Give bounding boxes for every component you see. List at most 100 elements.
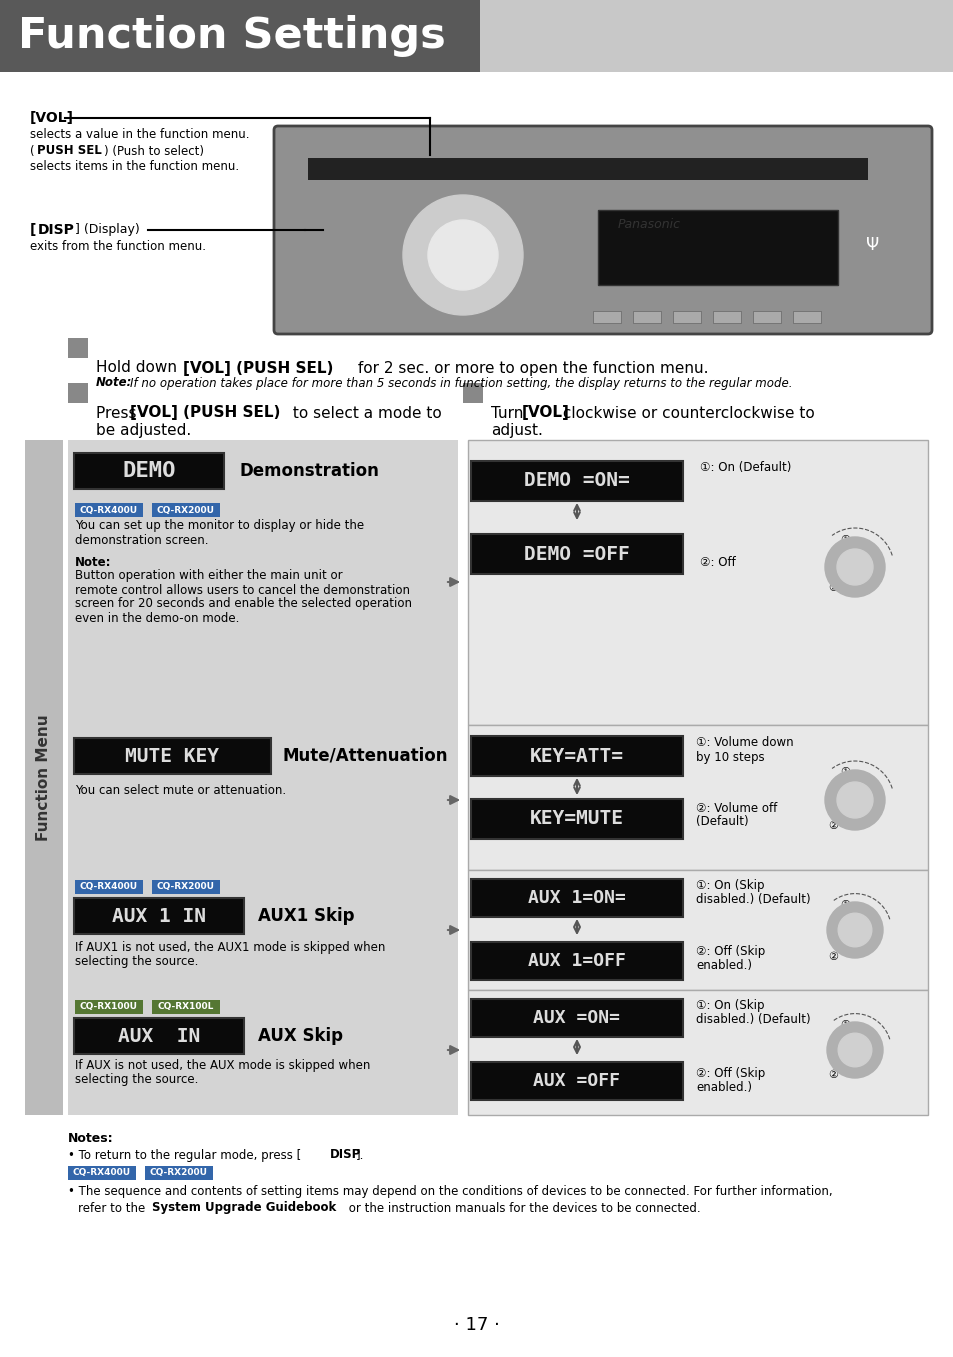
- Bar: [68, 870, 457, 991]
- Bar: [308, 157, 867, 180]
- Text: AUX 1=ON=: AUX 1=ON=: [528, 889, 625, 906]
- Text: • To return to the regular mode, press [: • To return to the regular mode, press [: [68, 1148, 301, 1162]
- Text: remote control allows users to cancel the demonstration: remote control allows users to cancel th…: [75, 584, 410, 597]
- Circle shape: [826, 902, 882, 958]
- Text: DISP: DISP: [38, 223, 74, 237]
- Text: [: [: [30, 223, 36, 237]
- Bar: [145, 1166, 213, 1181]
- FancyBboxPatch shape: [471, 879, 682, 917]
- FancyBboxPatch shape: [74, 453, 224, 489]
- Text: ①: On (Skip: ①: On (Skip: [696, 879, 763, 893]
- Text: ①: ①: [840, 767, 849, 778]
- Text: selecting the source.: selecting the source.: [75, 955, 198, 969]
- Text: System Upgrade Guidebook: System Upgrade Guidebook: [152, 1201, 335, 1215]
- Text: Panasonic: Panasonic: [618, 218, 680, 232]
- Circle shape: [838, 913, 871, 947]
- Bar: [468, 440, 927, 725]
- FancyBboxPatch shape: [74, 898, 244, 934]
- Bar: [75, 879, 143, 894]
- Text: AUX 1 IN: AUX 1 IN: [112, 906, 206, 925]
- Text: ②: ②: [827, 1071, 837, 1080]
- Text: DISP: DISP: [330, 1148, 361, 1162]
- Text: You can select mute or attenuation.: You can select mute or attenuation.: [75, 783, 286, 797]
- Bar: [0, 0, 479, 72]
- Bar: [25, 440, 63, 1115]
- Text: [VOL]: [VOL]: [521, 406, 569, 421]
- Text: screen for 20 seconds and enable the selected operation: screen for 20 seconds and enable the sel…: [75, 597, 412, 611]
- Text: If AUX1 is not used, the AUX1 mode is skipped when: If AUX1 is not used, the AUX1 mode is sk…: [75, 942, 385, 954]
- Text: even in the demo-on mode.: even in the demo-on mode.: [75, 612, 239, 624]
- Text: ②: Off (Skip: ②: Off (Skip: [696, 1067, 764, 1080]
- FancyBboxPatch shape: [74, 1018, 244, 1054]
- Bar: [593, 311, 620, 323]
- Text: for 2 sec. or more to open the function menu.: for 2 sec. or more to open the function …: [353, 361, 708, 376]
- Bar: [672, 311, 700, 323]
- Text: KEY=ATT=: KEY=ATT=: [530, 746, 623, 765]
- Bar: [468, 725, 927, 870]
- Text: AUX =ON=: AUX =ON=: [533, 1010, 619, 1027]
- Text: ) (Push to select): ) (Push to select): [104, 144, 204, 157]
- Text: ①: Volume down: ①: Volume down: [696, 737, 793, 749]
- Text: by 10 steps: by 10 steps: [696, 750, 763, 764]
- Text: 2: 2: [71, 403, 85, 422]
- Circle shape: [836, 782, 872, 818]
- Text: ②: Off: ②: Off: [700, 555, 735, 569]
- Text: selecting the source.: selecting the source.: [75, 1072, 198, 1086]
- Text: ①: ①: [840, 900, 849, 911]
- FancyBboxPatch shape: [471, 735, 682, 776]
- Text: Notes:: Notes:: [68, 1132, 113, 1144]
- Text: (Default): (Default): [696, 816, 748, 829]
- Text: DEMO =OFF: DEMO =OFF: [523, 544, 629, 563]
- Text: [VOL]: [VOL]: [30, 111, 74, 125]
- Bar: [152, 879, 220, 894]
- Text: exits from the function menu.: exits from the function menu.: [30, 240, 206, 254]
- Text: 1: 1: [71, 358, 85, 377]
- Text: ②: ②: [827, 821, 837, 830]
- Bar: [752, 311, 781, 323]
- Text: AUX  IN: AUX IN: [118, 1026, 200, 1045]
- Text: disabled.) (Default): disabled.) (Default): [696, 893, 810, 906]
- Bar: [68, 338, 88, 358]
- Circle shape: [428, 220, 497, 290]
- Text: enabled.): enabled.): [696, 959, 751, 973]
- Text: ①: ①: [840, 535, 849, 546]
- Circle shape: [824, 537, 884, 597]
- Text: Note:: Note:: [75, 555, 112, 569]
- Bar: [792, 311, 821, 323]
- Text: If no operation takes place for more than 5 seconds in function setting, the dis: If no operation takes place for more tha…: [130, 376, 792, 389]
- Bar: [68, 1166, 136, 1181]
- Text: Function Menu: Function Menu: [36, 714, 51, 841]
- Bar: [68, 383, 88, 403]
- Text: AUX Skip: AUX Skip: [257, 1027, 343, 1045]
- Text: clockwise or counterclockwise to: clockwise or counterclockwise to: [558, 406, 814, 421]
- Text: Hold down: Hold down: [96, 361, 182, 376]
- Text: PUSH SEL: PUSH SEL: [37, 144, 102, 157]
- FancyBboxPatch shape: [471, 799, 682, 839]
- Text: Function Settings: Function Settings: [18, 15, 445, 57]
- Text: CQ-RX100U: CQ-RX100U: [80, 1003, 138, 1011]
- Text: CQ-RX200U: CQ-RX200U: [150, 1168, 208, 1178]
- Text: to select a mode to: to select a mode to: [288, 406, 441, 421]
- FancyBboxPatch shape: [74, 738, 271, 773]
- Text: MUTE KEY: MUTE KEY: [126, 746, 219, 765]
- Circle shape: [838, 1033, 871, 1067]
- Bar: [68, 991, 457, 1115]
- Text: CQ-RX200U: CQ-RX200U: [157, 882, 214, 892]
- Bar: [152, 1000, 220, 1014]
- Text: 3: 3: [466, 403, 479, 422]
- Bar: [468, 870, 927, 991]
- Bar: [462, 383, 482, 403]
- Text: demonstration screen.: demonstration screen.: [75, 533, 209, 547]
- Text: CQ-RX200U: CQ-RX200U: [157, 506, 214, 514]
- Text: CQ-RX100L: CQ-RX100L: [157, 1003, 214, 1011]
- Text: Press: Press: [96, 406, 141, 421]
- Text: Demonstration: Demonstration: [240, 461, 379, 480]
- Text: or the instruction manuals for the devices to be connected.: or the instruction manuals for the devic…: [345, 1201, 700, 1215]
- Text: Mute/Attenuation: Mute/Attenuation: [283, 746, 448, 765]
- Circle shape: [824, 769, 884, 830]
- Text: ] (Display): ] (Display): [75, 224, 139, 236]
- Text: CQ-RX400U: CQ-RX400U: [72, 1168, 131, 1178]
- Text: AUX1 Skip: AUX1 Skip: [257, 906, 355, 925]
- Text: enabled.): enabled.): [696, 1080, 751, 1094]
- Text: Turn: Turn: [491, 406, 528, 421]
